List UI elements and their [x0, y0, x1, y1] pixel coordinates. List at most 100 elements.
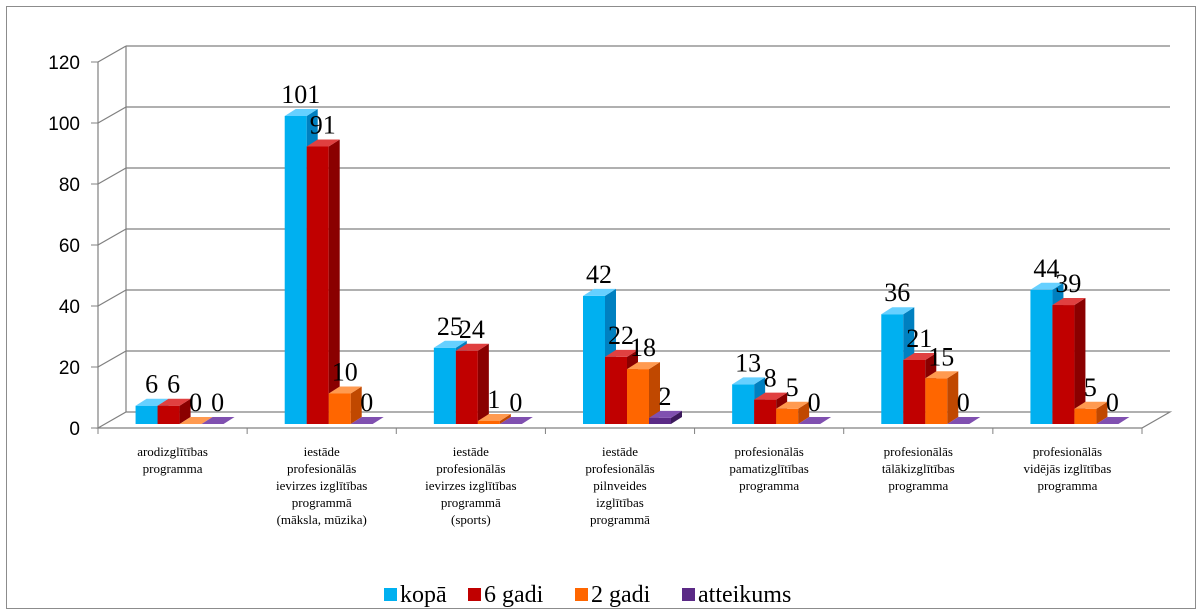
legend: kopā 6 gadi 2 gadi atteikums: [384, 582, 791, 608]
bar-front: [732, 384, 755, 424]
data-label: 18: [630, 333, 656, 362]
bar-side: [649, 362, 660, 424]
x-category-line: ievirzes izglītības: [425, 478, 516, 493]
x-category-line: profesionālās: [585, 461, 654, 476]
bar-front: [135, 405, 158, 424]
bar-front: [157, 405, 180, 424]
x-category-line: iestāde: [602, 444, 638, 459]
legend-swatch: [384, 588, 397, 601]
bar-side: [1074, 298, 1086, 424]
x-category-line: iestāde: [453, 444, 489, 459]
x-category-line: vidējās izglītības: [1024, 461, 1112, 476]
bar-top: [328, 386, 362, 394]
bar-front: [776, 408, 799, 424]
bar-front: [433, 347, 456, 424]
data-label: 22: [608, 321, 634, 350]
x-category-line: programma: [143, 461, 203, 476]
bar-top: [284, 108, 318, 116]
data-label: 0: [1106, 388, 1119, 417]
bar-top: [455, 343, 489, 351]
bar: [477, 413, 511, 424]
x-category-line: pamatizglītības: [729, 461, 808, 476]
bar-side: [671, 410, 682, 424]
x-category-line: profesionālās: [287, 461, 356, 476]
y-tick-label: 80: [59, 175, 80, 196]
bar-top: [583, 288, 616, 296]
gridline-diagonal: [97, 350, 127, 368]
bar-front: [455, 350, 478, 424]
y-tick-label: 40: [59, 297, 80, 318]
x-category-line: ievirzes izglītības: [276, 478, 367, 493]
bar: [1096, 417, 1130, 424]
x-category-line: izglītības: [596, 495, 644, 510]
bar-top: [1030, 282, 1064, 290]
data-label: 91: [310, 110, 336, 139]
legend-label: kopā: [400, 582, 447, 608]
data-label: 5: [786, 373, 799, 402]
data-label: 6: [167, 370, 180, 399]
x-category-line: profesionālās: [734, 444, 803, 459]
x-axis-categories: arodizglītības programma iestāde profesionā…: [137, 444, 1111, 527]
x-category-label: profesionālās vidējās izglītības programma: [1024, 444, 1112, 493]
data-label: 0: [509, 388, 522, 417]
x-category-line: profesionālās: [884, 444, 953, 459]
data-label: 10: [332, 358, 358, 387]
bar-top: [1096, 417, 1130, 424]
bar-top: [306, 139, 340, 147]
legend-swatch: [468, 588, 481, 601]
bar-side: [499, 413, 511, 424]
bar-side: [350, 386, 362, 424]
bar-front: [1074, 408, 1097, 424]
x-category-line: programmā: [590, 512, 650, 527]
x-category-line: profesionālās: [1033, 444, 1102, 459]
bar: [350, 417, 384, 424]
x-category-line: programma: [888, 478, 948, 493]
bar-top: [925, 371, 959, 379]
bar-top: [157, 398, 191, 406]
data-label: 0: [360, 388, 373, 417]
bar-top: [903, 352, 937, 360]
bar: [649, 410, 682, 424]
x-category-line: pilnveides: [593, 478, 646, 493]
bar-top: [754, 392, 788, 400]
legend-label: 6 gadi: [484, 582, 544, 608]
x-category-label: arodizglītības programma: [137, 444, 208, 476]
x-category-line: arodizglītības: [137, 444, 208, 459]
data-label: 36: [884, 278, 910, 307]
bar: [776, 401, 810, 424]
x-category-label: profesionālās pamatizglītības programma: [729, 444, 808, 493]
bar-top: [627, 362, 660, 370]
bar-front: [477, 420, 500, 424]
bar: [306, 139, 340, 424]
bar-side: [947, 371, 959, 424]
data-label: 0: [211, 388, 224, 417]
bar: [455, 343, 489, 424]
gridline-diagonal: [97, 228, 127, 246]
bar-front: [649, 417, 671, 424]
bar-side: [328, 139, 340, 424]
data-label: 0: [189, 388, 202, 417]
bar-top: [201, 417, 235, 424]
bar-side: [1096, 401, 1108, 424]
bar-side: [179, 398, 191, 424]
x-category-line: programma: [739, 478, 799, 493]
data-label: 25: [437, 312, 463, 341]
x-category-line: programma: [1037, 478, 1097, 493]
data-label: 39: [1055, 269, 1081, 298]
bar-top: [433, 340, 467, 348]
y-tick-label: 100: [48, 114, 80, 135]
legend-swatch: [575, 588, 588, 601]
bar-front: [925, 378, 948, 424]
gridline-diagonal: [97, 45, 127, 63]
data-label: 2: [659, 382, 672, 411]
bar-top: [732, 377, 766, 385]
data-label: 15: [928, 342, 954, 371]
bar-top: [649, 410, 682, 418]
x-category-label: profesionālās tālākizglītības programma: [882, 444, 955, 493]
y-tick-label: 120: [48, 53, 80, 74]
x-category-label: iestāde profesionālās pilnveides izglītības…: [585, 444, 654, 527]
bar: [925, 371, 959, 424]
x-category-line: iestāde: [304, 444, 340, 459]
x-category-line: (sports): [451, 512, 491, 527]
